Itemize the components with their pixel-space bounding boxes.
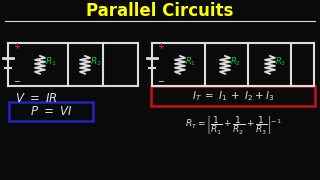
Text: Parallel Circuits: Parallel Circuits (86, 2, 234, 20)
Text: $P\ =\ VI$: $P\ =\ VI$ (30, 105, 72, 118)
Text: $R_2$: $R_2$ (230, 56, 241, 68)
Text: $R_1$: $R_1$ (45, 56, 57, 68)
Text: $R_3$: $R_3$ (275, 56, 286, 68)
Text: $V\ =\ IR$: $V\ =\ IR$ (15, 92, 58, 105)
Text: $R_2$: $R_2$ (90, 56, 102, 68)
Text: −: − (157, 77, 164, 86)
Text: $R_1$: $R_1$ (185, 56, 196, 68)
Text: $I_T\;=\;I_1\;+\;I_2+I_3$: $I_T\;=\;I_1\;+\;I_2+I_3$ (192, 89, 274, 103)
Text: +: + (157, 42, 164, 51)
Text: +: + (13, 42, 20, 51)
Text: −: − (13, 77, 20, 86)
Text: $R_T = \left[\dfrac{1}{R_1} + \dfrac{1}{R_2} + \dfrac{1}{R_3}\right]^{-1}$: $R_T = \left[\dfrac{1}{R_1} + \dfrac{1}{… (185, 114, 281, 137)
